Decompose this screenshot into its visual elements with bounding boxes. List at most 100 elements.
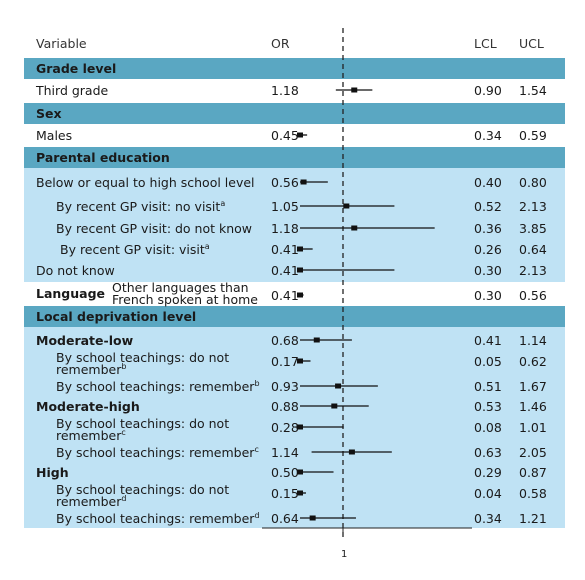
point-estimate: [300, 179, 307, 185]
section-title-deprivation: Local deprivation level: [36, 309, 197, 324]
point-estimate: [351, 87, 358, 93]
point-estimate: [297, 292, 303, 298]
section-band-parental: Parental education: [24, 147, 565, 168]
value-ucl: 0.62: [519, 354, 547, 369]
row-label-males: Males: [36, 128, 73, 143]
row-label-other-languages: Other languages than French spoken at ho…: [112, 280, 258, 307]
row-label-high: High: [36, 465, 69, 480]
value-lcl: 0.52: [474, 199, 502, 214]
point-estimate: [297, 246, 303, 252]
value-ucl: 0.64: [519, 242, 547, 257]
row-band-grade: [24, 79, 565, 101]
row-band-sex: [24, 124, 565, 146]
section-title-parental: Parental education: [36, 150, 170, 165]
header-ucl: UCL: [519, 36, 544, 51]
value-ucl: 0.56: [519, 288, 547, 303]
value-or: 0.50: [271, 465, 299, 480]
row-band-deprivation: [24, 327, 565, 528]
point-estimate: [313, 337, 320, 343]
header-or: OR: [271, 36, 290, 51]
value-lcl: 0.51: [474, 379, 502, 394]
value-ucl: 1.46: [519, 399, 547, 414]
value-or: 0.93: [271, 379, 299, 394]
value-lcl: 0.05: [474, 354, 502, 369]
value-ucl: 0.58: [519, 486, 547, 501]
row-label-moderate-low: Moderate-low: [36, 333, 134, 348]
value-or: 1.18: [271, 83, 299, 98]
value-lcl: 0.29: [474, 465, 502, 480]
value-lcl: 0.36: [474, 221, 502, 236]
value-ucl: 0.87: [519, 465, 547, 480]
value-or: 1.18: [271, 221, 299, 236]
value-lcl: 0.40: [474, 175, 502, 190]
value-lcl: 0.30: [474, 263, 502, 278]
value-ucl: 0.80: [519, 175, 547, 190]
point-estimate: [297, 469, 303, 475]
value-lcl: 0.53: [474, 399, 502, 414]
row-label-high-remember: By school teachings: rememberd: [56, 510, 260, 526]
row-label-do-not-know: Do not know: [36, 263, 115, 278]
value-or: 0.15: [271, 486, 299, 501]
point-estimate: [309, 515, 316, 521]
value-or: 0.41: [271, 242, 299, 257]
value-lcl: 0.41: [474, 333, 502, 348]
point-estimate: [331, 403, 338, 409]
value-ucl: 0.59: [519, 128, 547, 143]
value-lcl: 0.90: [474, 83, 502, 98]
value-or: 0.17: [271, 354, 299, 369]
point-estimate: [297, 490, 303, 496]
row-label-high-not-remember: By school teachings: do not rememberd: [56, 482, 230, 509]
row-label-third-grade: Third grade: [36, 83, 109, 98]
value-ucl: 1.21: [519, 511, 547, 526]
axis-tick-label: 1: [341, 549, 348, 560]
value-ucl: 1.14: [519, 333, 547, 348]
header-lcl: LCL: [474, 36, 497, 51]
section-title-language: Language: [36, 286, 106, 301]
row-band-language: Language: [24, 282, 565, 305]
value-or: 0.28: [271, 420, 299, 435]
value-lcl: 0.30: [474, 288, 502, 303]
value-ucl: 2.13: [519, 263, 547, 278]
section-band-grade: Grade level: [24, 58, 565, 79]
section-title-grade: Grade level: [36, 61, 117, 76]
row-label-gp-do-not-know: By recent GP visit: do not know: [56, 221, 253, 236]
point-estimate: [297, 267, 303, 273]
value-ucl: 1.54: [519, 83, 547, 98]
row-band-parental: [24, 168, 565, 282]
section-title-sex: Sex: [36, 106, 62, 121]
value-lcl: 0.63: [474, 445, 502, 460]
value-or: 0.56: [271, 175, 299, 190]
point-estimate: [297, 424, 303, 430]
value-lcl: 0.34: [474, 128, 502, 143]
value-or: 0.45: [271, 128, 299, 143]
value-ucl: 1.01: [519, 420, 547, 435]
point-estimate: [343, 203, 350, 209]
value-lcl: 0.34: [474, 511, 502, 526]
value-lcl: 0.08: [474, 420, 502, 435]
value-lcl: 0.26: [474, 242, 502, 257]
row-label-mlow-remember: By school teachings: rememberb: [56, 378, 260, 394]
row-label-gp-visit: By recent GP visit: visita: [60, 241, 210, 257]
row-label-mhigh-remember: By school teachings: rememberc: [56, 444, 259, 460]
value-ucl: 1.67: [519, 379, 547, 394]
value-or: 0.41: [271, 288, 299, 303]
section-band-sex: Sex: [24, 103, 565, 124]
row-label-moderate-high: Moderate-high: [36, 399, 140, 414]
value-ucl: 3.85: [519, 221, 547, 236]
value-or: 0.88: [271, 399, 299, 414]
value-or: 0.41: [271, 263, 299, 278]
value-lcl: 0.04: [474, 486, 502, 501]
header-variable: Variable: [36, 36, 87, 51]
value-ucl: 2.05: [519, 445, 547, 460]
value-or: 1.14: [271, 445, 299, 460]
value-or: 1.05: [271, 199, 299, 214]
point-estimate: [348, 449, 355, 455]
point-estimate: [335, 383, 342, 389]
row-label-below-high-school: Below or equal to high school level: [36, 175, 255, 190]
value-ucl: 2.13: [519, 199, 547, 214]
point-estimate: [297, 132, 303, 138]
section-band-deprivation: Local deprivation level: [24, 306, 565, 327]
point-estimate: [297, 358, 303, 364]
